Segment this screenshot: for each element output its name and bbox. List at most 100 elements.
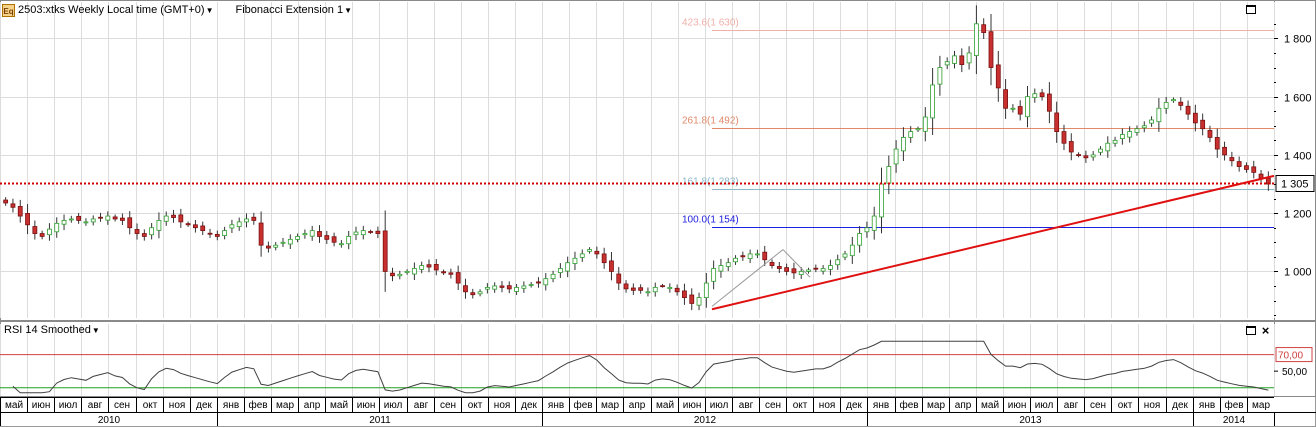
candle-body: [557, 268, 563, 273]
candle-body: [120, 217, 125, 221]
price-tick-label: 1 600: [1284, 93, 1312, 105]
current-price-label: 1 305: [1281, 179, 1309, 191]
price-tick-label: 1 200: [1284, 209, 1312, 221]
candle-body: [762, 251, 768, 261]
symbol-label[interactable]: 2503:xtks Weekly Local time (GMT+0): [18, 4, 205, 16]
fib-level-label: 100.0(1 154): [682, 215, 739, 226]
candle-body: [178, 214, 184, 223]
candle-body: [156, 220, 162, 231]
candle-body: [105, 215, 111, 221]
symbol-dropdown-icon[interactable]: ▼: [205, 5, 214, 15]
month-label: авг: [88, 400, 103, 411]
candle-body: [682, 290, 687, 299]
candle-body: [849, 244, 855, 257]
month-label: янв: [873, 400, 889, 411]
candle-body: [112, 216, 118, 220]
month-label: сен: [114, 400, 130, 411]
month-label: ноя: [819, 400, 836, 411]
month-label: апр: [955, 400, 972, 411]
candle-body: [514, 287, 519, 292]
candle-body: [616, 273, 622, 284]
month-label: июн: [683, 400, 702, 411]
candle-body: [1054, 112, 1060, 132]
candle-body: [1076, 154, 1081, 157]
candle-body: [258, 222, 264, 246]
candle-body: [1127, 131, 1133, 138]
candle-body: [587, 249, 592, 252]
candle-body: [908, 131, 914, 138]
year-label: 2010: [98, 415, 121, 426]
candle-body: [375, 230, 381, 234]
candle-body: [1017, 106, 1023, 115]
instrument-type-icon[interactable]: Eq: [2, 3, 15, 17]
month-label: мар: [276, 400, 294, 411]
rsi-line: [12, 340, 1269, 394]
price-tick-label: 1 800: [1284, 34, 1312, 46]
maximize-rsi-icon[interactable]: [1246, 326, 1256, 335]
candle-body: [477, 291, 483, 295]
fibonacci-dropdown-icon[interactable]: ▼: [344, 5, 353, 15]
month-label: окт: [468, 400, 483, 411]
candle-body: [966, 52, 972, 64]
candle-body: [90, 218, 96, 223]
month-label: окт: [793, 400, 808, 411]
candle-body: [1032, 93, 1038, 98]
candle-body: [842, 253, 848, 258]
candle-body: [893, 148, 899, 165]
candle-body: [3, 199, 9, 204]
main-panel-border: [0, 0, 1316, 321]
rsi-indicator-label[interactable]: RSI 14 Smoothed: [4, 324, 91, 336]
candle-body: [740, 255, 746, 258]
candle-body: [419, 265, 425, 270]
candle-body: [973, 23, 979, 56]
candle-body: [594, 250, 600, 255]
candle-body: [1214, 137, 1220, 150]
candle-body: [433, 264, 439, 271]
candle-body: [1149, 119, 1154, 124]
candle-body: [463, 285, 468, 293]
month-label: сен: [1090, 400, 1106, 411]
month-label: дек: [196, 400, 212, 411]
current-price-box: [1275, 175, 1315, 192]
maximize-main-icon[interactable]: [1246, 5, 1256, 14]
rsi-upper-level-box: [1275, 347, 1313, 363]
candle-body: [543, 278, 549, 286]
month-label: июл: [710, 400, 729, 411]
candle-body: [645, 291, 651, 294]
candle-body: [317, 231, 322, 237]
fibonacci-indicator-label[interactable]: Fibonacci Extension 1: [235, 4, 344, 16]
fib-level-label: 423.6(1 630): [682, 18, 739, 29]
candle-body: [784, 267, 790, 272]
close-rsi-icon[interactable]: ×: [1261, 323, 1270, 338]
fib-anchor-leg: [711, 249, 784, 307]
candle-body: [193, 224, 198, 229]
candle-body: [813, 267, 819, 270]
candle-body: [922, 116, 928, 132]
candle-body: [17, 206, 23, 217]
candle-body: [149, 227, 155, 236]
candle-body: [266, 245, 271, 249]
candle-body: [1141, 125, 1147, 129]
candle-body: [390, 272, 395, 277]
candle-body: [338, 243, 344, 246]
candle-body: [579, 253, 585, 258]
candle-body: [798, 270, 804, 276]
candle-body: [287, 238, 293, 245]
rsi-upper-level-label: 70,00: [1278, 351, 1303, 362]
month-label: фев: [248, 399, 267, 411]
candle-body: [733, 257, 738, 263]
candle-body: [703, 282, 709, 299]
candle-body: [1010, 107, 1016, 110]
candle-body: [1178, 101, 1184, 106]
month-label: апр: [629, 400, 646, 411]
candle-body: [536, 281, 541, 284]
candle-body: [944, 61, 950, 66]
fib-level-label: 161.8(1 283): [682, 177, 739, 188]
month-label: янв: [223, 400, 239, 411]
rsi-dropdown-icon[interactable]: ▼: [91, 325, 100, 335]
price-tick-label: 1 400: [1284, 151, 1312, 163]
candle-body: [835, 259, 841, 266]
candle-body: [470, 292, 476, 296]
candle-body: [1039, 92, 1045, 98]
